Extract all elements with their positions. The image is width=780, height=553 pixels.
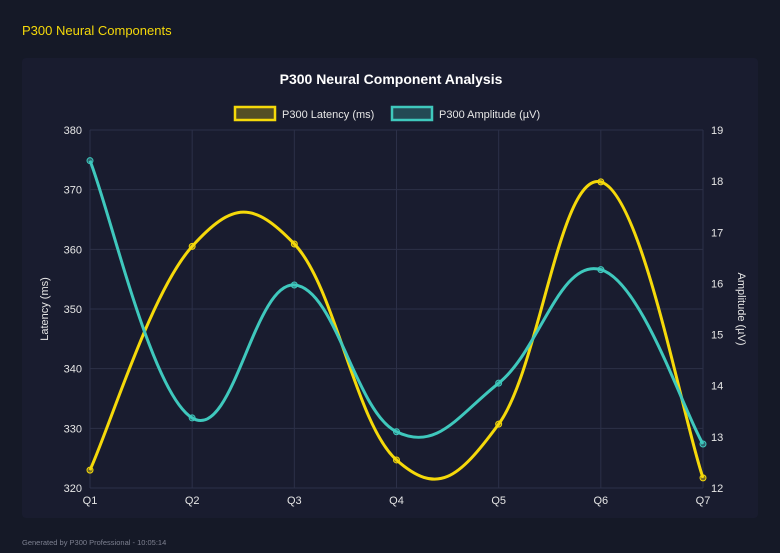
x-tick-label: Q4 (389, 495, 404, 507)
legend-label: P300 Amplitude (µV) (439, 109, 540, 121)
axes: 320 330 340 350 360 370 380 12 13 14 15 16 17 18 19 Q1 Q… (64, 125, 724, 507)
series-line (88, 160, 705, 445)
chart-title: P300 Neural Component Analysis (280, 71, 503, 87)
y2-tick-label: 12 (711, 483, 723, 495)
y2-axis-label: Amplitude (µV) (735, 273, 747, 346)
grid (89, 129, 704, 489)
series-line (88, 180, 705, 481)
data-point[interactable] (393, 428, 400, 436)
data-point[interactable] (290, 240, 298, 248)
data-point[interactable] (188, 242, 196, 250)
page-title: P300 Neural Components (22, 23, 172, 38)
y-tick-label: 320 (64, 483, 82, 495)
data-point[interactable] (597, 178, 605, 186)
y2-tick-label: 13 (711, 432, 723, 444)
y-tick-label: 370 (64, 185, 82, 197)
data-point[interactable] (86, 157, 94, 165)
legend[interactable]: P300 Latency (ms) P300 Amplitude (µV) (233, 105, 540, 122)
legend-swatch (233, 105, 277, 122)
y2-tick-label: 16 (711, 278, 723, 290)
x-tick-label: Q3 (287, 495, 302, 507)
y-tick-label: 380 (64, 125, 82, 137)
y-tick-label: 340 (64, 364, 82, 376)
data-point[interactable] (290, 281, 298, 289)
x-tick-label: Q5 (491, 495, 506, 507)
y2-tick-label: 19 (711, 125, 723, 137)
legend-swatch (390, 105, 434, 122)
chart-panel (22, 58, 758, 518)
y2-tick-label: 15 (711, 330, 723, 342)
y2-tick-label: 18 (711, 176, 723, 188)
y2-tick-label: 17 (711, 227, 723, 239)
x-tick-label: Q2 (185, 495, 200, 507)
x-tick-label: Q1 (83, 495, 98, 507)
data-point[interactable] (495, 420, 503, 428)
footer-text: Generated by P300 Professional - 10:05:1… (22, 538, 167, 547)
y-axis-label: Latency (ms) (39, 277, 51, 341)
data-point[interactable] (188, 414, 196, 422)
y2-tick-label: 14 (711, 381, 723, 393)
y-tick-label: 330 (64, 423, 82, 435)
data-point[interactable] (86, 466, 94, 474)
data-point[interactable] (699, 440, 707, 448)
data-point[interactable] (393, 456, 400, 464)
legend-label: P300 Latency (ms) (282, 109, 374, 121)
y-tick-label: 360 (64, 244, 82, 256)
data-point[interactable] (597, 266, 605, 274)
data-point[interactable] (699, 474, 707, 482)
x-tick-label: Q6 (593, 495, 608, 507)
data-point[interactable] (495, 379, 503, 387)
series (86, 157, 707, 482)
y-tick-label: 350 (64, 304, 82, 316)
x-tick-label: Q7 (696, 495, 711, 507)
